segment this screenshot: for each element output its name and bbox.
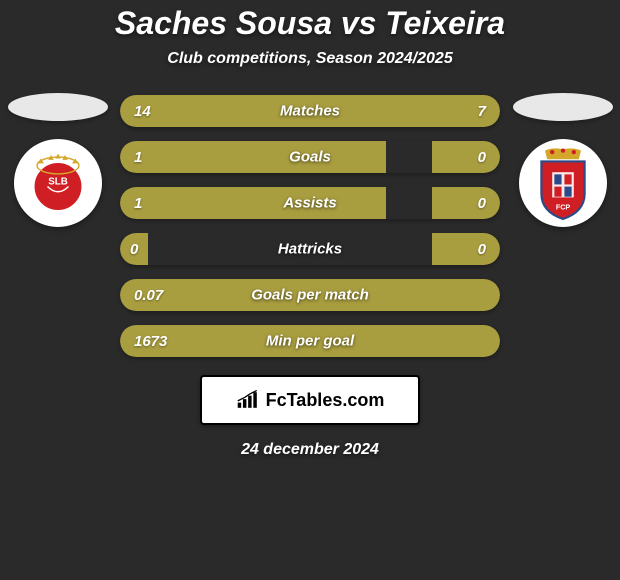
stat-left-bar: 1 bbox=[120, 141, 386, 173]
player-right-col: FCP bbox=[510, 93, 615, 227]
stat-left-value: 1 bbox=[134, 149, 142, 166]
stat-label: Min per goal bbox=[266, 333, 354, 350]
stat-right-value: 0 bbox=[478, 195, 486, 212]
stats-column: 14 7 Matches 1 0 Goals 1 bbox=[120, 95, 500, 357]
player-right-crest: FCP bbox=[519, 139, 607, 227]
stat-right-bar: 0 bbox=[432, 141, 500, 173]
svg-text:SLB: SLB bbox=[48, 176, 68, 187]
content-row: SLB 14 7 Matches 1 bbox=[0, 93, 620, 357]
stat-label: Goals per match bbox=[251, 287, 369, 304]
penafiel-crest-icon: FCP bbox=[527, 143, 599, 223]
stat-row-goals: 1 0 Goals bbox=[120, 141, 500, 173]
stat-row-hattricks: 0 0 Hattricks bbox=[120, 233, 500, 265]
footer-date: 24 december 2024 bbox=[0, 441, 620, 459]
stat-row-matches: 14 7 Matches bbox=[120, 95, 500, 127]
stat-label: Hattricks bbox=[278, 241, 342, 258]
stat-left-value: 0.07 bbox=[134, 287, 163, 304]
stat-left-value: 1673 bbox=[134, 333, 167, 350]
stat-right-value: 7 bbox=[478, 103, 486, 120]
stat-label: Assists bbox=[283, 195, 336, 212]
comparison-infographic: Saches Sousa vs Teixeira Club competitio… bbox=[0, 0, 620, 580]
stat-right-value: 0 bbox=[478, 241, 486, 258]
stat-left-bar: 0 bbox=[120, 233, 148, 265]
stat-right-bar: 7 bbox=[375, 95, 500, 127]
player-left-crest: SLB bbox=[14, 139, 102, 227]
brand-text: FcTables.com bbox=[266, 390, 385, 411]
stat-right-bar: 0 bbox=[432, 187, 500, 219]
stat-row-goals-per-match: 0.07 Goals per match bbox=[120, 279, 500, 311]
brand-box[interactable]: FcTables.com bbox=[200, 375, 420, 425]
stat-right-bar: 0 bbox=[432, 233, 500, 265]
stat-left-bar: 1 bbox=[120, 187, 386, 219]
page-title: Saches Sousa vs Teixeira bbox=[0, 5, 620, 42]
stat-label: Matches bbox=[280, 103, 340, 120]
benfica-crest-icon: SLB bbox=[23, 148, 93, 218]
stat-row-min-per-goal: 1673 Min per goal bbox=[120, 325, 500, 357]
svg-text:FCP: FCP bbox=[555, 203, 570, 212]
stat-row-assists: 1 0 Assists bbox=[120, 187, 500, 219]
fctables-logo-icon bbox=[236, 390, 262, 410]
stat-left-value: 1 bbox=[134, 195, 142, 212]
stat-right-value: 0 bbox=[478, 149, 486, 166]
stat-left-value: 14 bbox=[134, 103, 151, 120]
page-subtitle: Club competitions, Season 2024/2025 bbox=[0, 50, 620, 68]
player-right-photo-placeholder bbox=[513, 93, 613, 121]
player-left-photo-placeholder bbox=[8, 93, 108, 121]
stat-left-value: 0 bbox=[130, 241, 138, 258]
player-left-col: SLB bbox=[5, 93, 110, 227]
stat-label: Goals bbox=[289, 149, 331, 166]
